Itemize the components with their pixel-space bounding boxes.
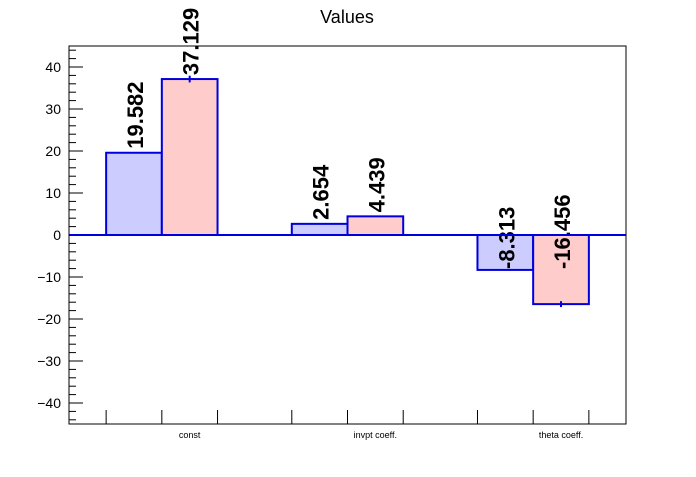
data-label: 37.129: [179, 8, 204, 75]
y-tick-label: 0: [53, 227, 61, 243]
data-label: -16.456: [550, 194, 575, 269]
y-tick-label: −30: [37, 353, 61, 369]
bar: [105, 151, 163, 236]
data-label: 4.439: [364, 157, 389, 212]
y-tick-label: −10: [37, 269, 61, 285]
x-tick-label: theta coeff.: [539, 430, 583, 440]
bar: [346, 215, 405, 237]
data-label: 19.582: [123, 81, 148, 148]
chart-title: Values: [320, 7, 374, 27]
y-tick-label: 40: [45, 59, 61, 75]
y-tick-label: −20: [37, 311, 61, 327]
bar: [160, 78, 219, 236]
x-tick-label: const: [179, 430, 201, 440]
bar: [290, 222, 349, 236]
y-tick-label: 20: [45, 143, 61, 159]
x-tick-label: invpt coeff.: [354, 430, 397, 440]
data-label: 2.654: [309, 164, 334, 220]
data-label: -8.313: [494, 207, 519, 269]
y-tick-label: 10: [45, 185, 61, 201]
y-tick-label: 30: [45, 101, 61, 117]
plot-area: −40 −30 −20 −10 0 10 20 30 40 const invpt coeff. th…: [37, 8, 626, 440]
y-tick-label: −40: [37, 395, 61, 411]
plot-frame: [68, 45, 627, 425]
